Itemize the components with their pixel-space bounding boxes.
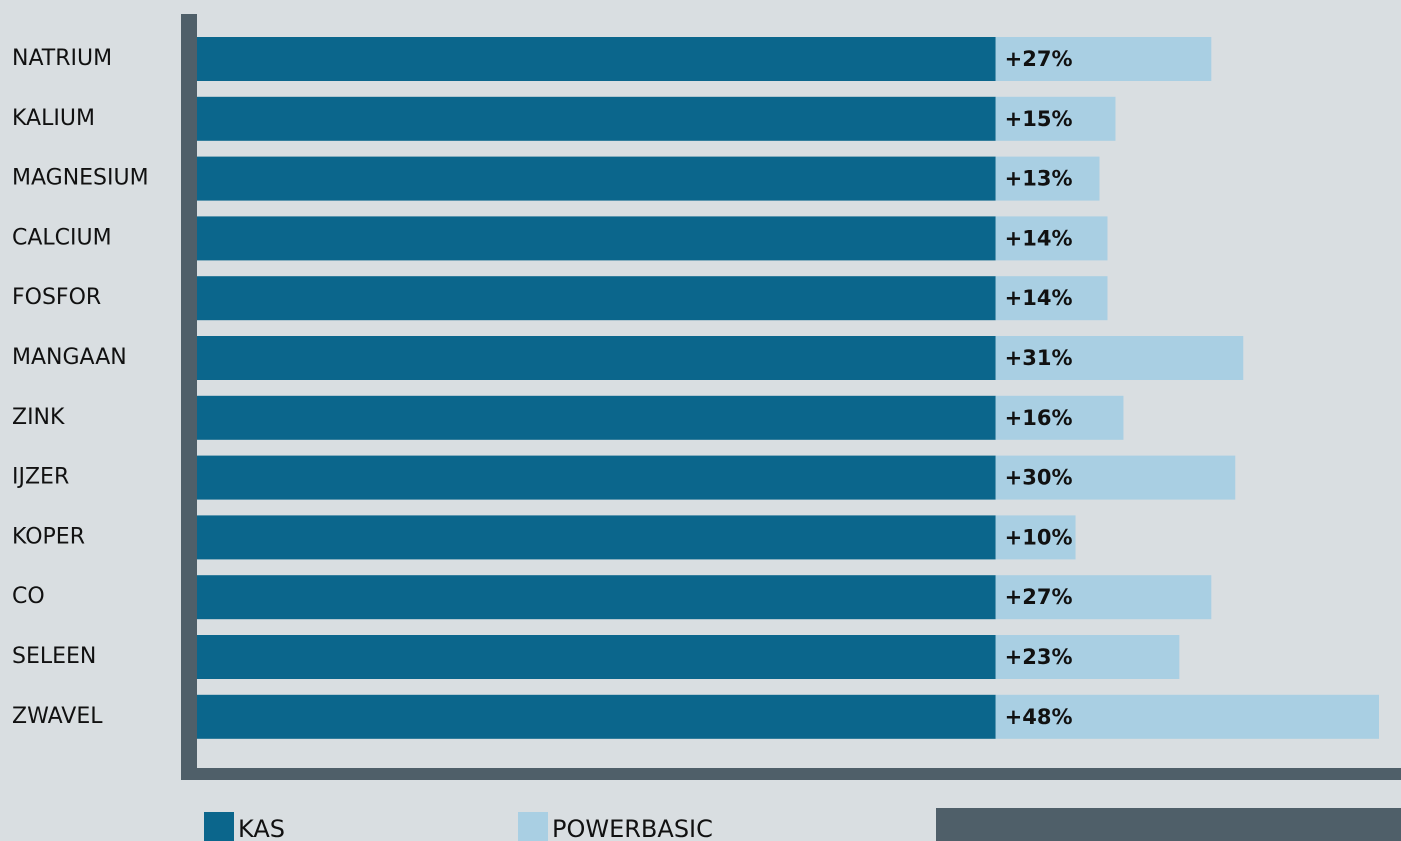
- bar-segment: [995, 515, 1076, 560]
- bar-segment: [197, 575, 996, 620]
- bar-segment: [995, 216, 1108, 261]
- bar-segment: [197, 216, 996, 261]
- bar-segment: [197, 276, 996, 321]
- category-label: CALCIUM: [12, 225, 112, 250]
- value-label: +27%: [1005, 47, 1073, 71]
- bar-segment: [197, 156, 996, 201]
- category-label: CO: [12, 584, 45, 609]
- value-label: +14%: [1005, 226, 1073, 250]
- bar-segment: [995, 336, 1244, 380]
- legend-label: POWERBASIC: [552, 815, 713, 841]
- decorative-block: [936, 808, 1401, 841]
- category-label: SELEEN: [12, 644, 96, 669]
- bar-segment: [197, 455, 996, 500]
- bar-segment: [995, 276, 1108, 321]
- category-label: NATRIUM: [12, 46, 112, 71]
- bar-segment: [197, 336, 996, 380]
- category-label: FOSFOR: [12, 285, 101, 310]
- bar-segment: [995, 395, 1124, 440]
- value-label: +31%: [1005, 346, 1073, 370]
- bar-segment: [197, 515, 996, 560]
- bar-segment: [995, 694, 1380, 739]
- category-label: ZINK: [12, 405, 65, 430]
- value-label: +15%: [1005, 107, 1073, 131]
- category-label: MANGAAN: [12, 345, 127, 370]
- legend-label: KAS: [238, 815, 285, 841]
- category-label: MAGNESIUM: [12, 166, 149, 191]
- value-label: +30%: [1005, 466, 1073, 490]
- category-label: KALIUM: [12, 106, 95, 131]
- legend-swatch: [204, 812, 234, 841]
- category-label: ZWAVEL: [12, 704, 103, 729]
- value-label: +16%: [1005, 406, 1073, 430]
- value-label: +27%: [1005, 585, 1073, 609]
- value-label: +48%: [1005, 705, 1073, 729]
- bar-segment: [197, 694, 996, 739]
- bar-segment: [197, 635, 996, 679]
- x-axis-line: [181, 768, 1401, 780]
- legend-swatch: [518, 812, 548, 841]
- y-axis-line: [181, 14, 197, 780]
- category-label: IJZER: [12, 465, 69, 490]
- value-label: +10%: [1005, 525, 1073, 549]
- bar-segment: [995, 635, 1180, 679]
- bar-segment: [197, 96, 996, 141]
- bar-segment: [995, 96, 1116, 141]
- bar-segment: [197, 37, 996, 81]
- value-label: +23%: [1005, 645, 1073, 669]
- value-label: +13%: [1005, 167, 1073, 191]
- bar-segment: [995, 37, 1212, 81]
- bar-segment: [995, 455, 1236, 500]
- value-label: +14%: [1005, 286, 1073, 310]
- bar-segment: [995, 156, 1100, 201]
- bar-segment: [995, 575, 1212, 620]
- bar-segment: [197, 395, 996, 440]
- category-label: KOPER: [12, 524, 85, 549]
